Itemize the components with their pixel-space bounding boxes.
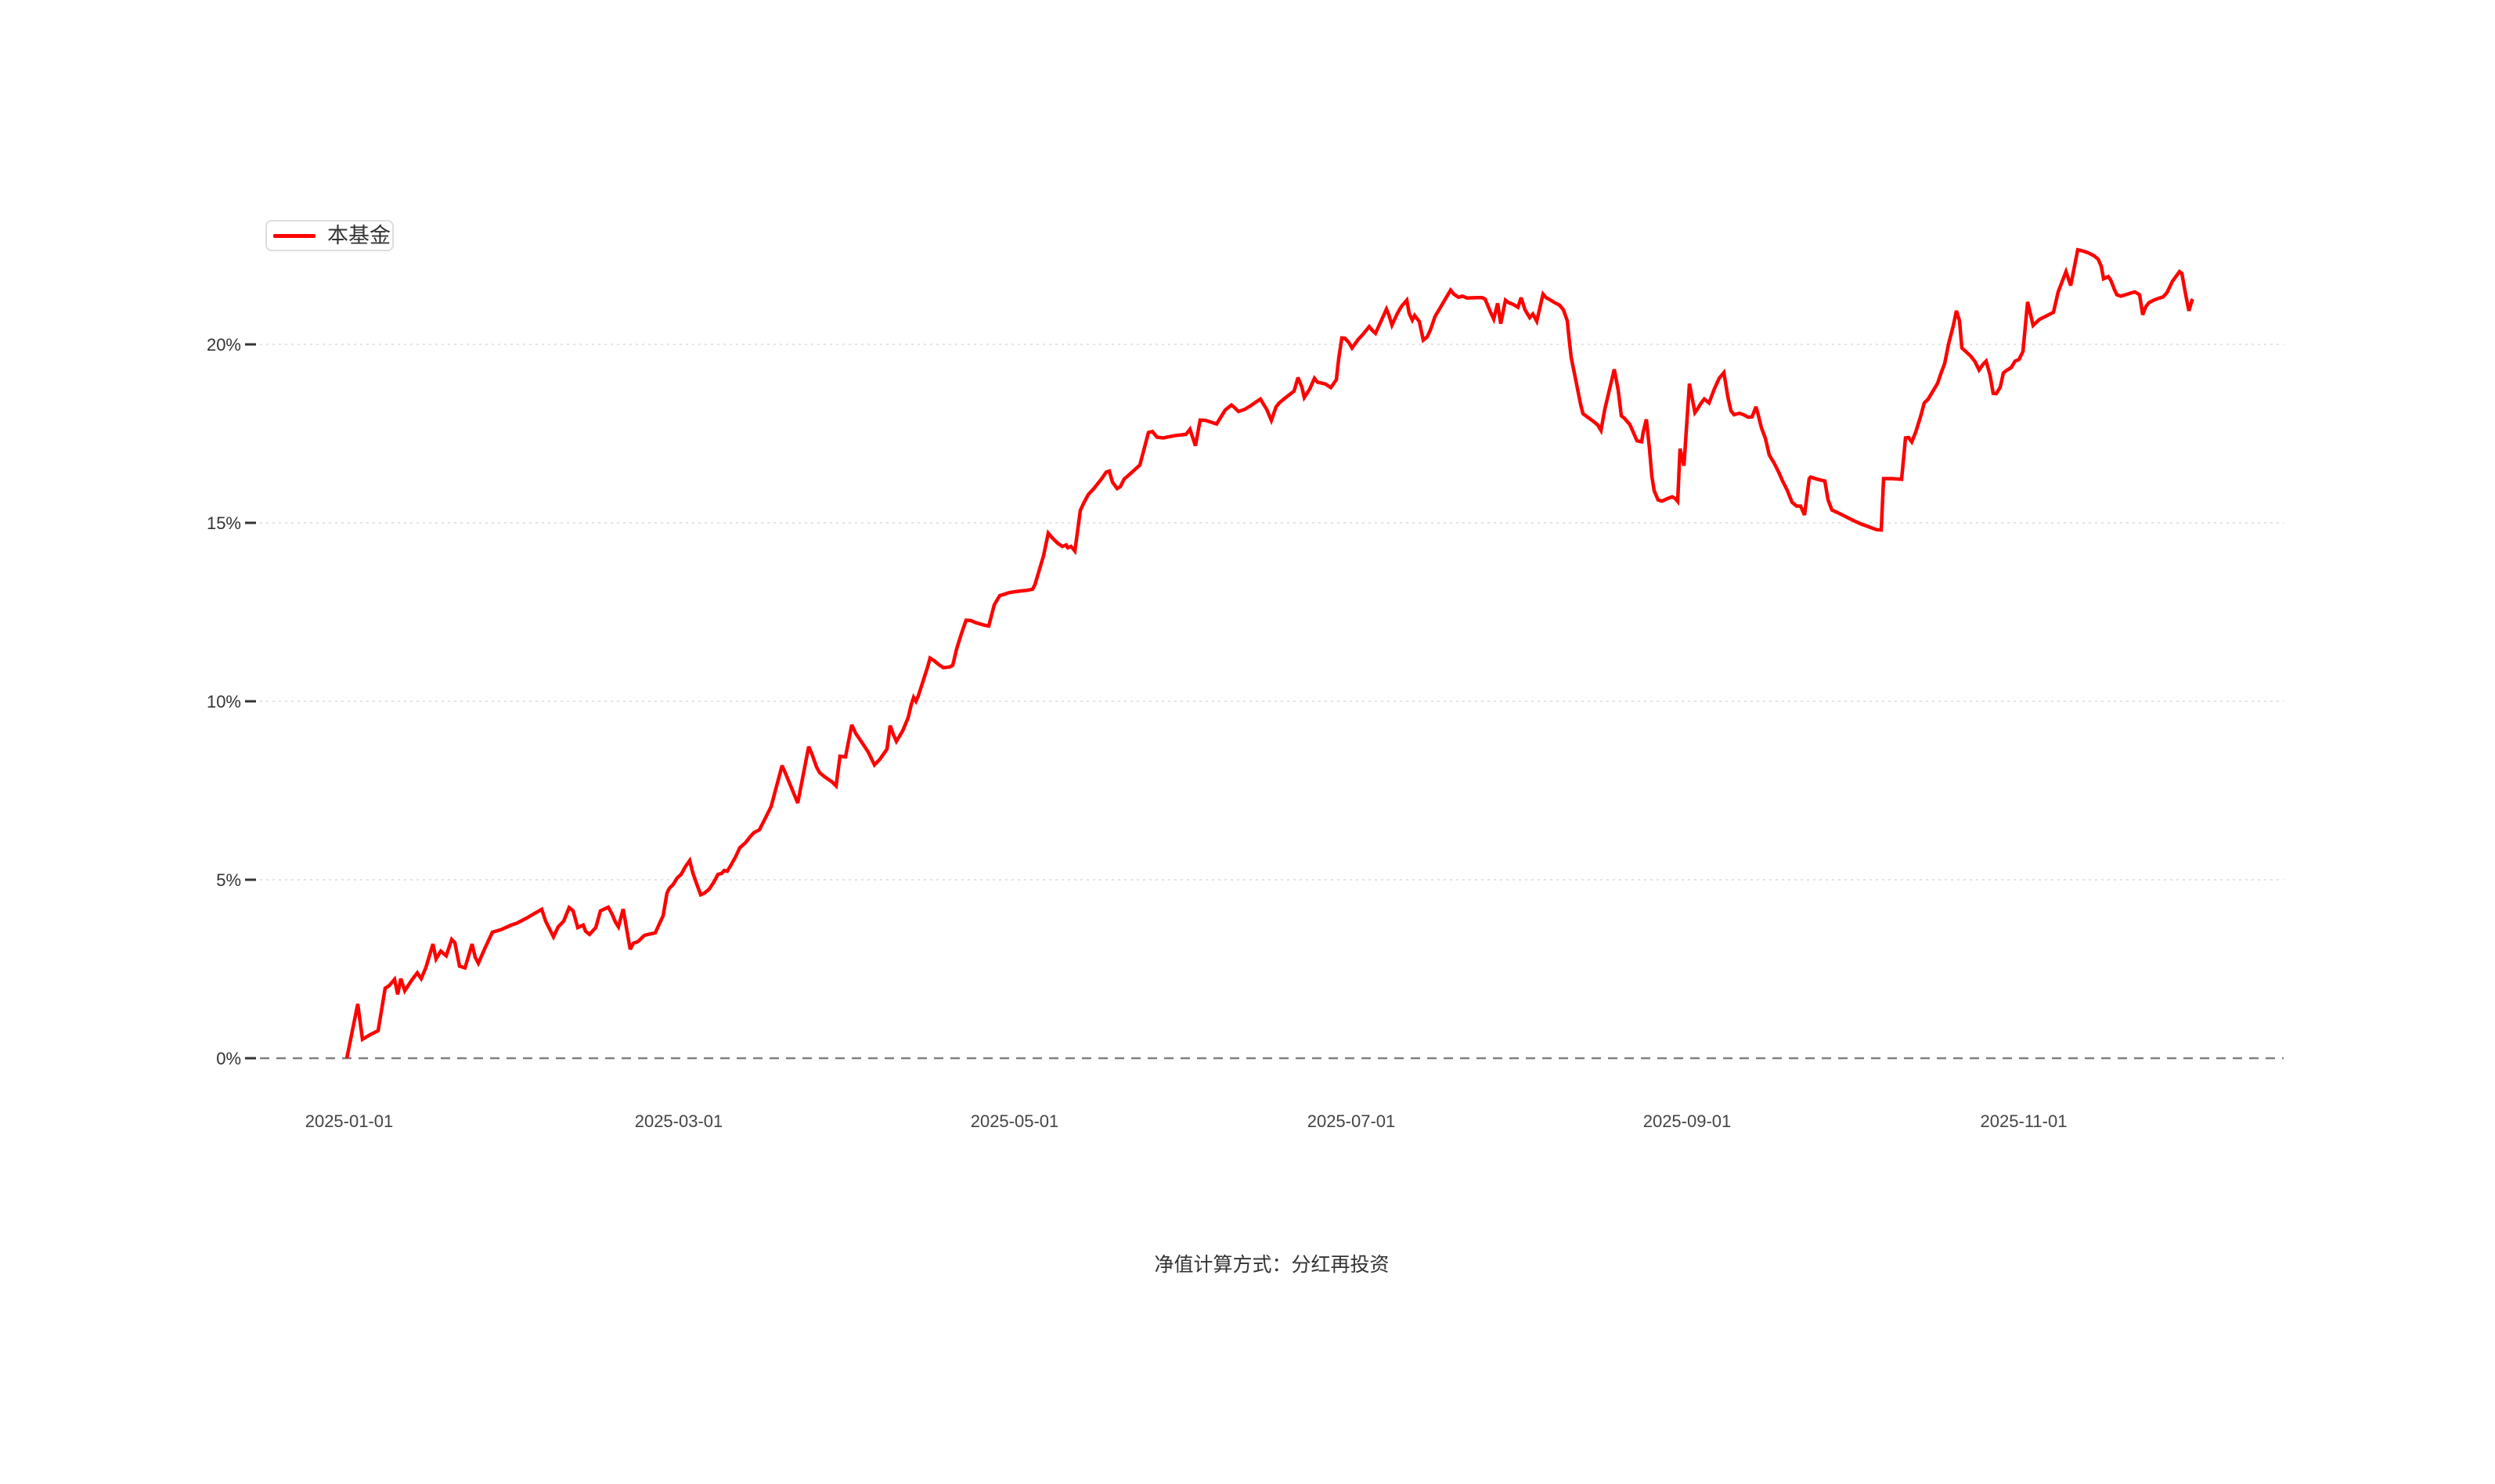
x-axis-label: 2025-07-01 (1307, 1111, 1396, 1131)
x-axis-label: 2025-09-01 (1643, 1111, 1732, 1131)
y-axis-label: 15% (207, 513, 241, 533)
fund-series-line (344, 247, 2194, 1059)
x-axis-label: 2025-11-01 (1981, 1111, 2068, 1131)
x-axis-label: 2025-03-01 (635, 1111, 723, 1131)
y-axis-label: 0% (216, 1049, 241, 1068)
legend-item-fund[interactable]: 本基金 (265, 220, 394, 251)
y-axis-label: 10% (207, 692, 241, 711)
y-axis-label: 5% (216, 870, 241, 890)
x-axis-label: 2025-01-01 (305, 1111, 394, 1131)
x-axis-label: 2025-05-01 (971, 1111, 1059, 1131)
legend-label: 本基金 (327, 223, 391, 247)
nav-calculation-caption: 净值计算方式：分红再投资 (1154, 1254, 1390, 1276)
legend-line-icon (273, 233, 315, 238)
y-axis-label: 20% (207, 335, 241, 355)
